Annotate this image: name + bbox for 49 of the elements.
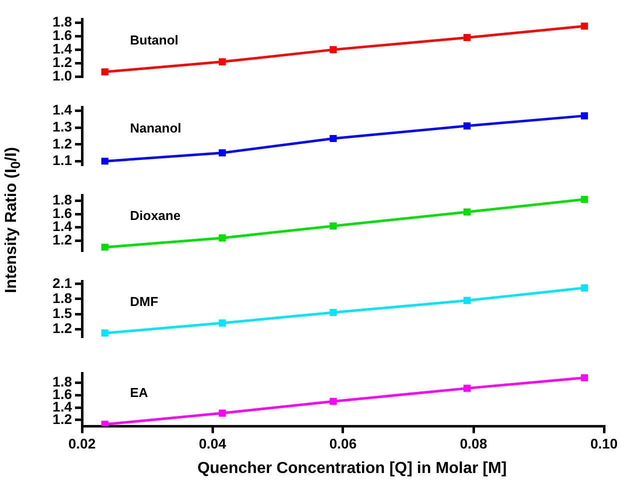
y-tick-label: 1.3 [52, 118, 72, 134]
series-label: DMF [130, 294, 158, 309]
series-label: Butanol [130, 32, 178, 48]
y-tick-label: 1.8 [52, 14, 72, 30]
point [580, 374, 588, 382]
point [101, 244, 108, 251]
y-tick-label: 1.2 [52, 135, 72, 152]
y-tick-label: 1.2 [52, 320, 72, 336]
point [330, 222, 337, 230]
x-tick-label: 0.02 [68, 435, 96, 452]
point [218, 320, 226, 327]
y-tick-label: 1.1 [52, 152, 72, 168]
series-label: Dioxane [130, 208, 181, 223]
point [463, 34, 471, 42]
point [463, 296, 471, 304]
point [218, 58, 226, 66]
x-tick-label: 0.08 [460, 435, 488, 452]
point [580, 22, 588, 30]
point [330, 308, 337, 316]
point [218, 234, 226, 242]
y-tick-label: 1.5 [52, 304, 72, 321]
point [101, 158, 108, 165]
y-tick-label: 1.2 [52, 54, 72, 70]
x-tick-label: 0.04 [198, 435, 226, 452]
point [330, 134, 337, 142]
point [580, 112, 588, 120]
x-tick-label: 0.10 [590, 435, 618, 452]
point [218, 410, 226, 417]
point [330, 46, 337, 54]
x-tick-label: 0.06 [329, 435, 357, 452]
point [580, 196, 588, 203]
point [463, 122, 471, 130]
y-tick-label: 1.0 [52, 67, 72, 84]
y-tick-label: 1.4 [52, 102, 72, 118]
y-tick-label: 1.6 [52, 27, 72, 44]
series-label: Nananol [130, 120, 182, 136]
y-tick-label: 2.1 [52, 274, 72, 291]
point [580, 284, 588, 292]
point [463, 208, 471, 216]
point [218, 149, 226, 156]
point [330, 398, 337, 405]
point [101, 330, 108, 337]
series-label: EA [130, 385, 149, 400]
point [101, 68, 108, 76]
x-axis-title: Quencher Concentration [Q] in Molar [M] [196, 460, 508, 478]
y-tick-label: 1.8 [52, 290, 72, 306]
point [463, 384, 471, 392]
y-tick-label: 1.4 [52, 40, 72, 57]
point [101, 420, 108, 426]
